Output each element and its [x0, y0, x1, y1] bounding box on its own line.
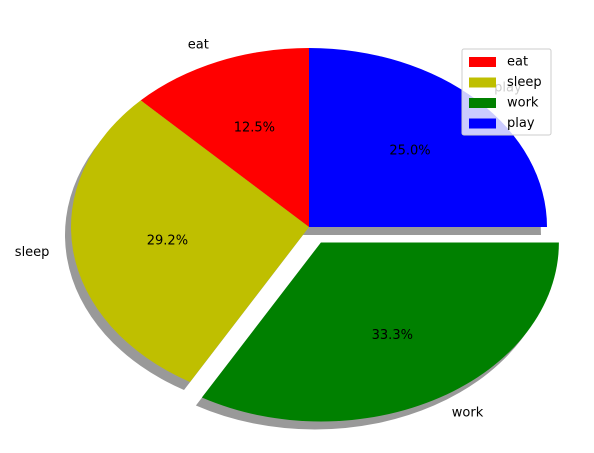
legend: eat sleep work play	[461, 48, 552, 136]
legend-items: eat sleep work play	[469, 55, 542, 131]
legend-swatch-eat	[469, 57, 496, 67]
legend-swatch-sleep	[469, 77, 496, 88]
slice-percentage-work: 33.3%	[372, 328, 413, 343]
slice-percentages: 12.5% 29.2% 33.3% 25.0%	[147, 120, 431, 343]
legend-swatch-play	[469, 118, 496, 129]
slice-eat	[140, 48, 309, 227]
slice-label-eat: eat	[188, 38, 209, 53]
legend-label-work: work	[507, 96, 539, 111]
slice-work	[201, 242, 559, 422]
slice-percentage-eat: 12.5%	[234, 120, 275, 135]
slice-percentage-play: 25.0%	[389, 144, 430, 159]
legend-label-play: play	[507, 116, 535, 131]
slice-label-sleep: sleep	[15, 245, 50, 260]
slice-percentage-sleep: 29.2%	[147, 234, 188, 249]
legend-frame	[461, 48, 552, 136]
slice-sleep	[71, 100, 310, 383]
legend-label-sleep: sleep	[507, 75, 542, 90]
legend-label-eat: eat	[507, 55, 528, 70]
slice-label-work: work	[452, 406, 484, 421]
legend-swatch-work	[469, 98, 496, 108]
pie-slices	[71, 48, 559, 422]
slice-play	[309, 48, 547, 227]
